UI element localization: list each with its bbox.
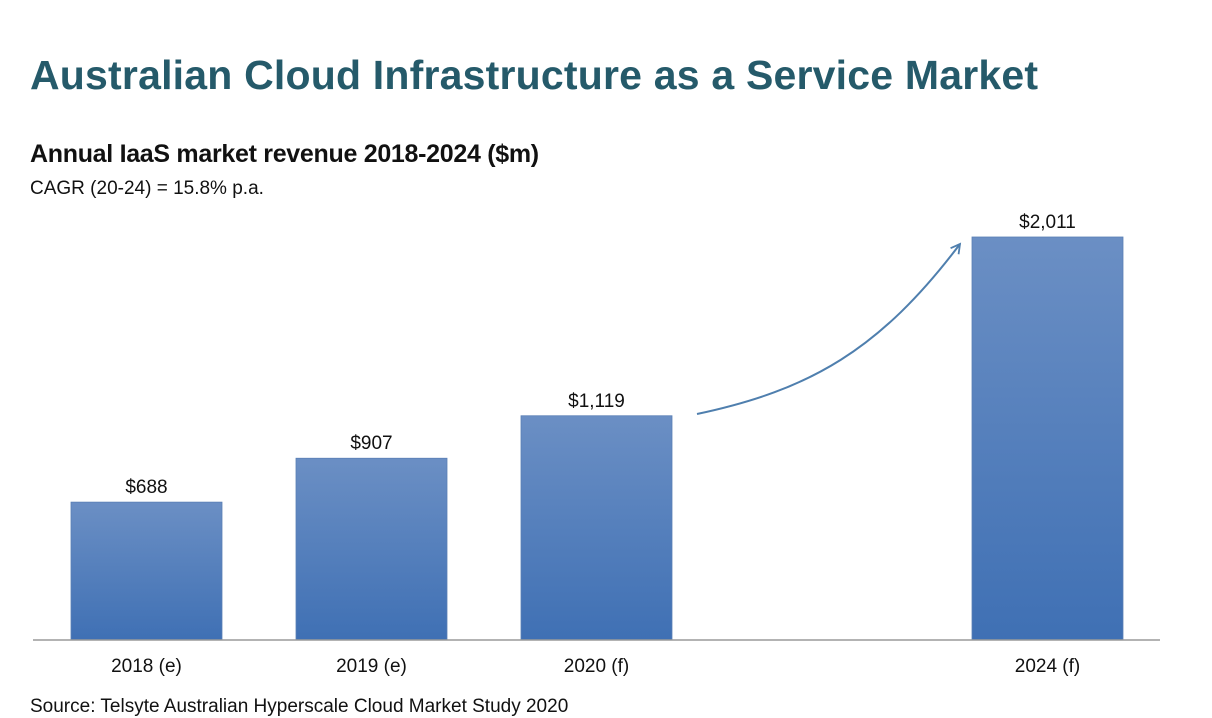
x-tick-label: 2019 (e) [336,656,407,677]
bar-2024-f [971,236,1124,641]
bar-2018-e [70,501,223,641]
source-note: Source: Telsyte Australian Hyperscale Cl… [30,696,569,717]
cagr-note: CAGR (20-24) = 15.8% p.a. [30,178,264,199]
growth-arrow [696,242,962,415]
data-label: $1,119 [568,391,625,412]
data-label: $907 [350,433,392,454]
x-tick-label: 2024 (f) [1015,656,1080,677]
x-tick-label: 2020 (f) [564,656,629,677]
page-title: Australian Cloud Infrastructure as a Ser… [30,52,1039,98]
x-tick-label: 2018 (e) [111,656,182,677]
bars-layer: $688 2018 (e) $907 2019 (e) $1,119 2020 (f) $2… [70,212,1124,677]
data-label: $688 [125,477,167,498]
bar-2019-e [295,457,448,641]
data-label: $2,011 [1019,212,1076,233]
chart-subtitle: Annual IaaS market revenue 2018-2024 ($m… [30,140,539,168]
bar-2020-f [520,415,673,641]
